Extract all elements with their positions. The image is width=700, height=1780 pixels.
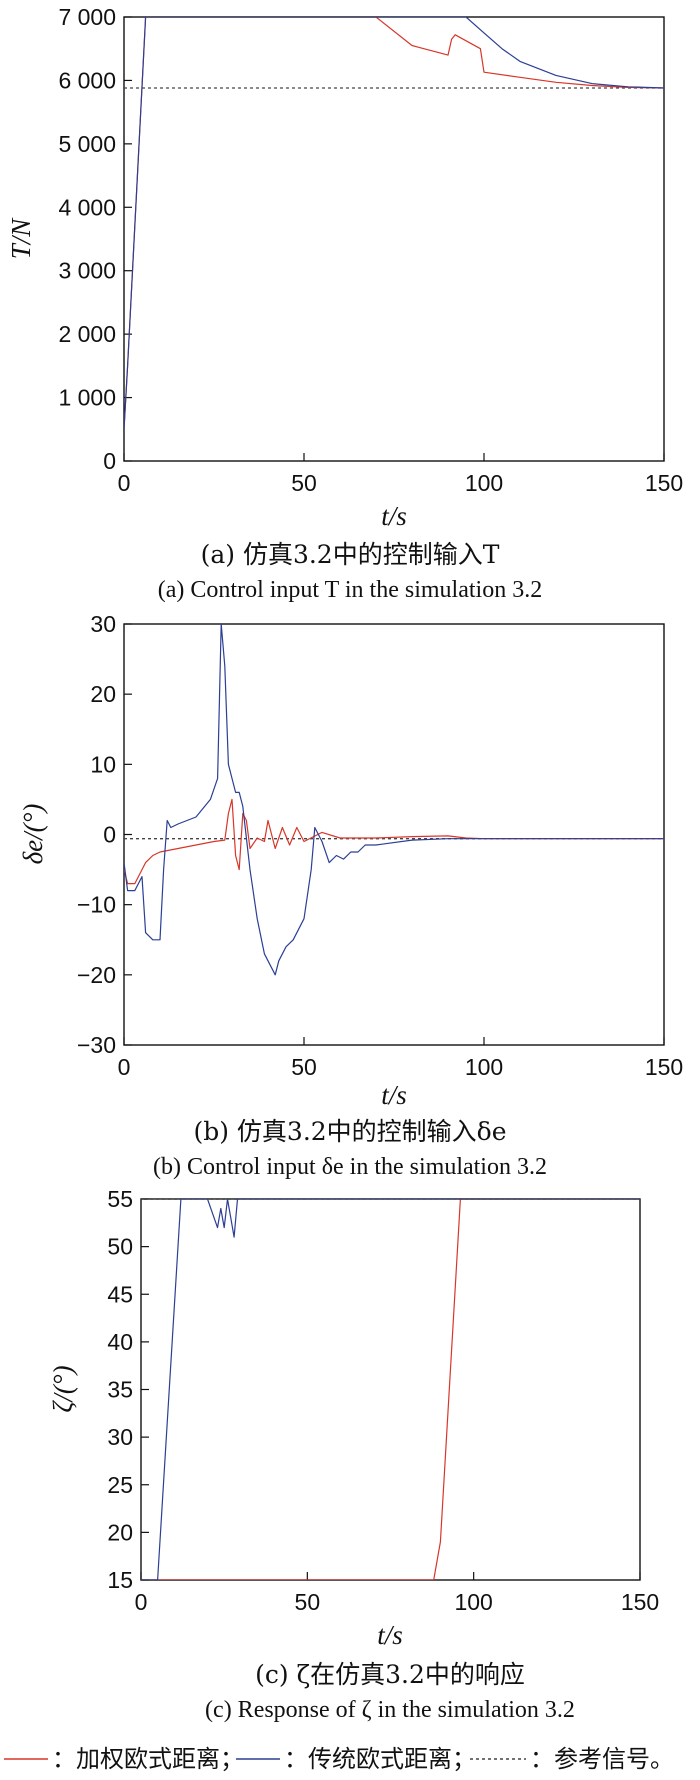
chart-c-xlabel: t/s bbox=[377, 1620, 403, 1650]
chart-a-xlabel: t/s bbox=[381, 501, 407, 531]
chart-c-ytick-label: 55 bbox=[107, 1186, 133, 1212]
chart-b-xlabel: t/s bbox=[381, 1080, 407, 1110]
chart-b: 0 50 100 150 −30 −20 −10 0 10 20 30 δe/(°) t/s (b)… bbox=[18, 611, 683, 1180]
chart-b-ytick-label: −30 bbox=[77, 1032, 116, 1058]
chart-c: 0 50 100 150 15 20 25 30 35 40 45 50 55 ζ/(°) t/s (c… bbox=[48, 1186, 659, 1723]
chart-a-ytick-label: 3 000 bbox=[58, 258, 116, 284]
chart-a-series-traditional bbox=[124, 17, 664, 430]
chart-b-series-traditional bbox=[124, 624, 664, 976]
chart-b-ytick-label: −10 bbox=[77, 892, 116, 918]
chart-c-xtick-label: 100 bbox=[454, 1589, 492, 1615]
chart-c-series-weighted bbox=[141, 1199, 640, 1580]
chart-c-ytick-label: 45 bbox=[107, 1281, 133, 1307]
chart-a-xtick-label: 150 bbox=[645, 470, 683, 496]
chart-c-ylabel: ζ/(°) bbox=[48, 1365, 78, 1412]
chart-a-ytick-label: 1 000 bbox=[58, 385, 116, 411]
chart-a-ytick-label: 5 000 bbox=[58, 131, 116, 157]
chart-a-ytick-label: 4 000 bbox=[58, 194, 116, 220]
chart-c-ytick-label: 25 bbox=[107, 1472, 133, 1498]
chart-b-xtick-label: 0 bbox=[118, 1054, 131, 1080]
chart-c-ytick-label: 20 bbox=[107, 1519, 133, 1545]
chart-a: 0 50 100 150 0 1 000 2 000 3 000 4 000 5 000 6 000… bbox=[6, 4, 683, 603]
chart-b-ytick-label: 10 bbox=[90, 751, 116, 777]
legend-reference-label: ：参考信号。 bbox=[530, 1745, 674, 1773]
legend: ：加权欧式距离； ：传统欧式距离； ：参考信号。 bbox=[4, 1745, 674, 1773]
chart-c-xtick-label: 150 bbox=[621, 1589, 659, 1615]
chart-b-caption-en: (b) Control input δe in the simulation 3… bbox=[153, 1154, 547, 1180]
chart-c-ytick-label: 40 bbox=[107, 1329, 133, 1355]
chart-a-series-weighted bbox=[124, 17, 664, 430]
chart-a-ylabel: T/N bbox=[6, 217, 36, 260]
chart-c-caption-en: (c) Response of ζ in the simulation 3.2 bbox=[205, 1697, 575, 1723]
chart-a-plot: 0 50 100 150 0 1 000 2 000 3 000 4 000 5 000 6 000… bbox=[58, 4, 683, 496]
chart-b-ytick-label: −20 bbox=[77, 962, 116, 988]
chart-c-frame bbox=[140, 1198, 641, 1581]
chart-b-series-weighted bbox=[124, 798, 664, 885]
chart-b-frame bbox=[123, 623, 665, 1046]
chart-a-ytick-label: 0 bbox=[103, 448, 116, 474]
chart-a-ytick-label: 6 000 bbox=[58, 67, 116, 93]
chart-c-plot: 0 50 100 150 15 20 25 30 35 40 45 50 55 bbox=[107, 1186, 659, 1615]
chart-c-ytick-label: 35 bbox=[107, 1377, 133, 1403]
chart-c-ytick-label: 30 bbox=[107, 1424, 133, 1450]
chart-b-ytick-label: 30 bbox=[90, 611, 116, 637]
legend-traditional-label: ：传统欧式距离； bbox=[284, 1745, 476, 1773]
chart-a-ytick-label: 7 000 bbox=[58, 4, 116, 30]
chart-c-xtick-label: 50 bbox=[295, 1589, 321, 1615]
chart-a-frame bbox=[123, 16, 665, 462]
chart-c-ytick-label: 50 bbox=[107, 1234, 133, 1260]
chart-b-caption-cn: (b) 仿真3.2中的控制输入δe bbox=[193, 1117, 506, 1146]
chart-a-caption-cn: (a) 仿真3.2中的控制输入T bbox=[201, 540, 500, 569]
legend-weighted-label: ：加权欧式距离； bbox=[52, 1745, 244, 1773]
chart-b-ytick-label: 20 bbox=[90, 681, 116, 707]
chart-a-xtick-label: 50 bbox=[291, 470, 317, 496]
chart-b-xtick-label: 100 bbox=[465, 1054, 503, 1080]
chart-c-xtick-label: 0 bbox=[135, 1589, 148, 1615]
chart-b-ytick-label: 0 bbox=[103, 822, 116, 848]
chart-b-ylabel: δe/(°) bbox=[18, 804, 48, 865]
chart-b-xtick-label: 50 bbox=[291, 1054, 317, 1080]
chart-a-ytick-label: 2 000 bbox=[58, 321, 116, 347]
chart-a-caption-en: (a) Control input T in the simulation 3.… bbox=[158, 577, 542, 603]
chart-a-xtick-label: 0 bbox=[118, 470, 131, 496]
chart-b-plot: 0 50 100 150 −30 −20 −10 0 10 20 30 bbox=[77, 611, 683, 1080]
chart-a-xtick-label: 100 bbox=[465, 470, 503, 496]
chart-c-ytick-label: 15 bbox=[107, 1567, 133, 1593]
chart-c-caption-cn: (c) ζ在仿真3.2中的响应 bbox=[255, 1660, 525, 1689]
chart-b-xtick-label: 150 bbox=[645, 1054, 683, 1080]
chart-c-series-traditional bbox=[141, 1199, 640, 1580]
